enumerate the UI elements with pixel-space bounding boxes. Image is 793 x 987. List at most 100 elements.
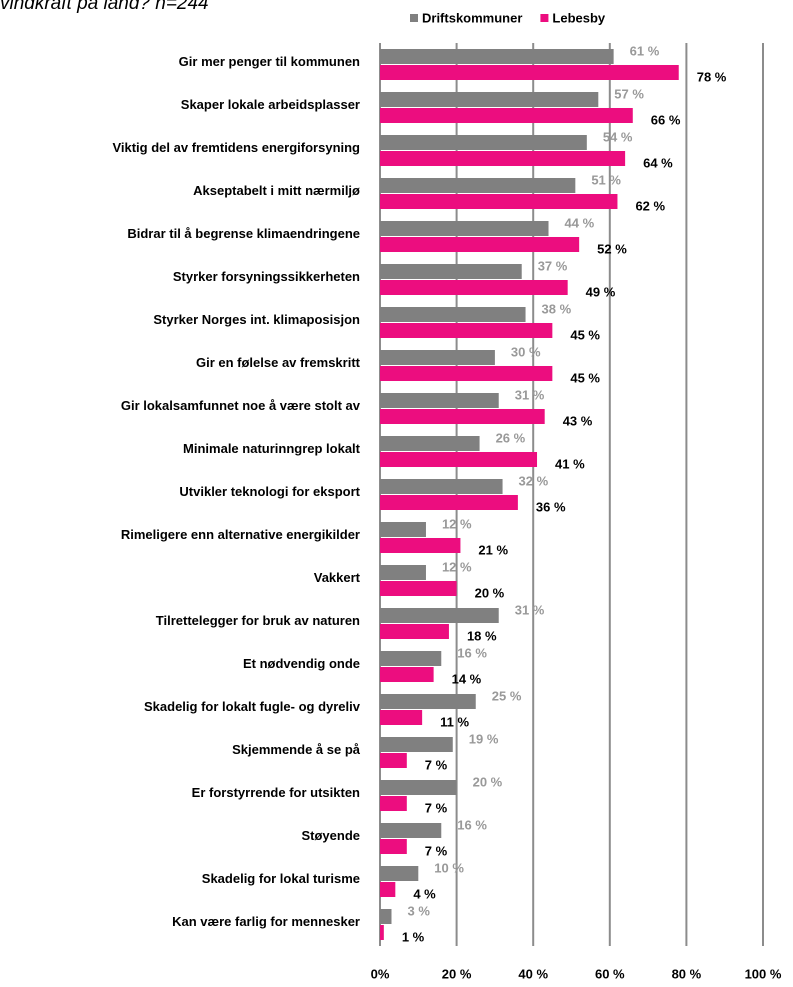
- x-tick-label: 100 %: [745, 966, 782, 981]
- value-label: 16 %: [457, 645, 487, 660]
- value-label: 11 %: [440, 714, 469, 729]
- value-label: 10 %: [434, 860, 464, 875]
- bar: [380, 366, 553, 381]
- value-label: 41 %: [555, 456, 585, 471]
- value-label: 43 %: [563, 413, 593, 428]
- bar: [380, 49, 614, 64]
- y-tick-label: Utvikler teknologi for eksport: [179, 484, 360, 499]
- bar: [380, 624, 449, 639]
- y-tick-label: Bidrar til å begrense klimaendringene: [127, 226, 360, 241]
- value-label: 7 %: [425, 757, 448, 772]
- bar: [380, 925, 384, 940]
- bar: [380, 909, 392, 924]
- value-label: 62 %: [635, 198, 665, 213]
- y-tick-label: Er forstyrrende for utsikten: [192, 785, 360, 800]
- value-label: 44 %: [565, 215, 595, 230]
- y-tick-label: Skaper lokale arbeidsplasser: [181, 97, 360, 112]
- y-tick-label: Styrker Norges int. klimaposisjon: [153, 312, 360, 327]
- legend-label: Driftskommuner: [422, 10, 522, 25]
- value-label: 12 %: [442, 516, 472, 531]
- value-label: 7 %: [425, 843, 448, 858]
- bar: [380, 280, 568, 295]
- x-tick-label: 60 %: [595, 966, 625, 981]
- x-tick-label: 20 %: [442, 966, 472, 981]
- y-tick-label: Rimeligere enn alternative energikilder: [121, 527, 360, 542]
- value-label: 31 %: [515, 387, 545, 402]
- bar: [380, 538, 461, 553]
- bar: [380, 796, 407, 811]
- y-tick-label: Skadelig for lokalt fugle- og dyreliv: [144, 699, 361, 714]
- value-label: 1 %: [402, 929, 425, 944]
- bar: [380, 237, 580, 252]
- x-tick-label: 40 %: [518, 966, 548, 981]
- value-label: 49 %: [586, 284, 616, 299]
- bar: [380, 694, 476, 709]
- value-label: 16 %: [457, 817, 487, 832]
- bar: [380, 753, 407, 768]
- value-label: 78 %: [697, 69, 727, 84]
- y-tick-label: Gir en følelse av fremskritt: [196, 355, 361, 370]
- bar: [380, 522, 426, 537]
- bar: [380, 667, 434, 682]
- y-tick-label: Minimale naturinngrep lokalt: [183, 441, 361, 456]
- y-tick-label: Gir mer penger til kommunen: [179, 54, 360, 69]
- bar: [380, 194, 618, 209]
- bar: [380, 839, 407, 854]
- bar: [380, 608, 499, 623]
- bar: [380, 651, 442, 666]
- y-tick-label: Vakkert: [314, 570, 361, 585]
- bar: [380, 108, 633, 123]
- bar: [380, 866, 419, 881]
- bar: [380, 65, 679, 80]
- y-tick-label: Kan være farlig for mennesker: [172, 914, 360, 929]
- bar: [380, 178, 576, 193]
- legend-swatch: [540, 14, 549, 22]
- value-label: 45 %: [570, 370, 600, 385]
- bar: [380, 882, 396, 897]
- bar: [380, 452, 538, 467]
- bar: [380, 393, 499, 408]
- bar: [380, 409, 545, 424]
- bar: [380, 92, 599, 107]
- y-tick-label: Tilrettelegger for bruk av naturen: [156, 613, 360, 628]
- y-tick-label: Gir lokalsamfunnet noe å være stolt av: [121, 398, 361, 413]
- bar: [380, 151, 626, 166]
- value-label: 45 %: [570, 327, 600, 342]
- bar: [380, 264, 522, 279]
- legend-swatch: [410, 14, 418, 22]
- value-label: 25 %: [492, 688, 522, 703]
- bar: [380, 307, 526, 322]
- value-label: 32 %: [519, 473, 549, 488]
- value-label: 21 %: [478, 542, 508, 557]
- value-label: 64 %: [643, 155, 673, 170]
- bar: [380, 436, 480, 451]
- bar: [380, 495, 518, 510]
- legend-label: Lebesby: [552, 10, 606, 25]
- bar: [380, 565, 426, 580]
- value-label: 3 %: [407, 903, 430, 918]
- value-label: 38 %: [542, 301, 572, 316]
- value-label: 14 %: [452, 671, 482, 686]
- y-tick-label: Skadelig for lokal turisme: [202, 871, 360, 886]
- value-label: 12 %: [442, 559, 472, 574]
- value-label: 7 %: [425, 800, 448, 815]
- bar: [380, 479, 503, 494]
- bar: [380, 350, 495, 365]
- y-tick-label: Viktig del av fremtidens energiforsyning: [112, 140, 360, 155]
- y-tick-label: Et nødvendig onde: [243, 656, 360, 671]
- value-label: 26 %: [496, 430, 526, 445]
- value-label: 57 %: [614, 86, 644, 101]
- bar: [380, 780, 457, 795]
- value-label: 51 %: [591, 172, 621, 187]
- bar: [380, 323, 553, 338]
- x-tick-label: 80 %: [672, 966, 702, 981]
- value-label: 37 %: [538, 258, 568, 273]
- y-tick-label: Støyende: [301, 828, 360, 843]
- bar: [380, 823, 442, 838]
- value-label: 52 %: [597, 241, 627, 256]
- bar: [380, 710, 423, 725]
- y-tick-label: Skjemmende å se på: [232, 742, 361, 757]
- value-label: 18 %: [467, 628, 497, 643]
- value-label: 4 %: [413, 886, 436, 901]
- y-tick-label: Akseptabelt i mitt nærmiljø: [193, 183, 360, 198]
